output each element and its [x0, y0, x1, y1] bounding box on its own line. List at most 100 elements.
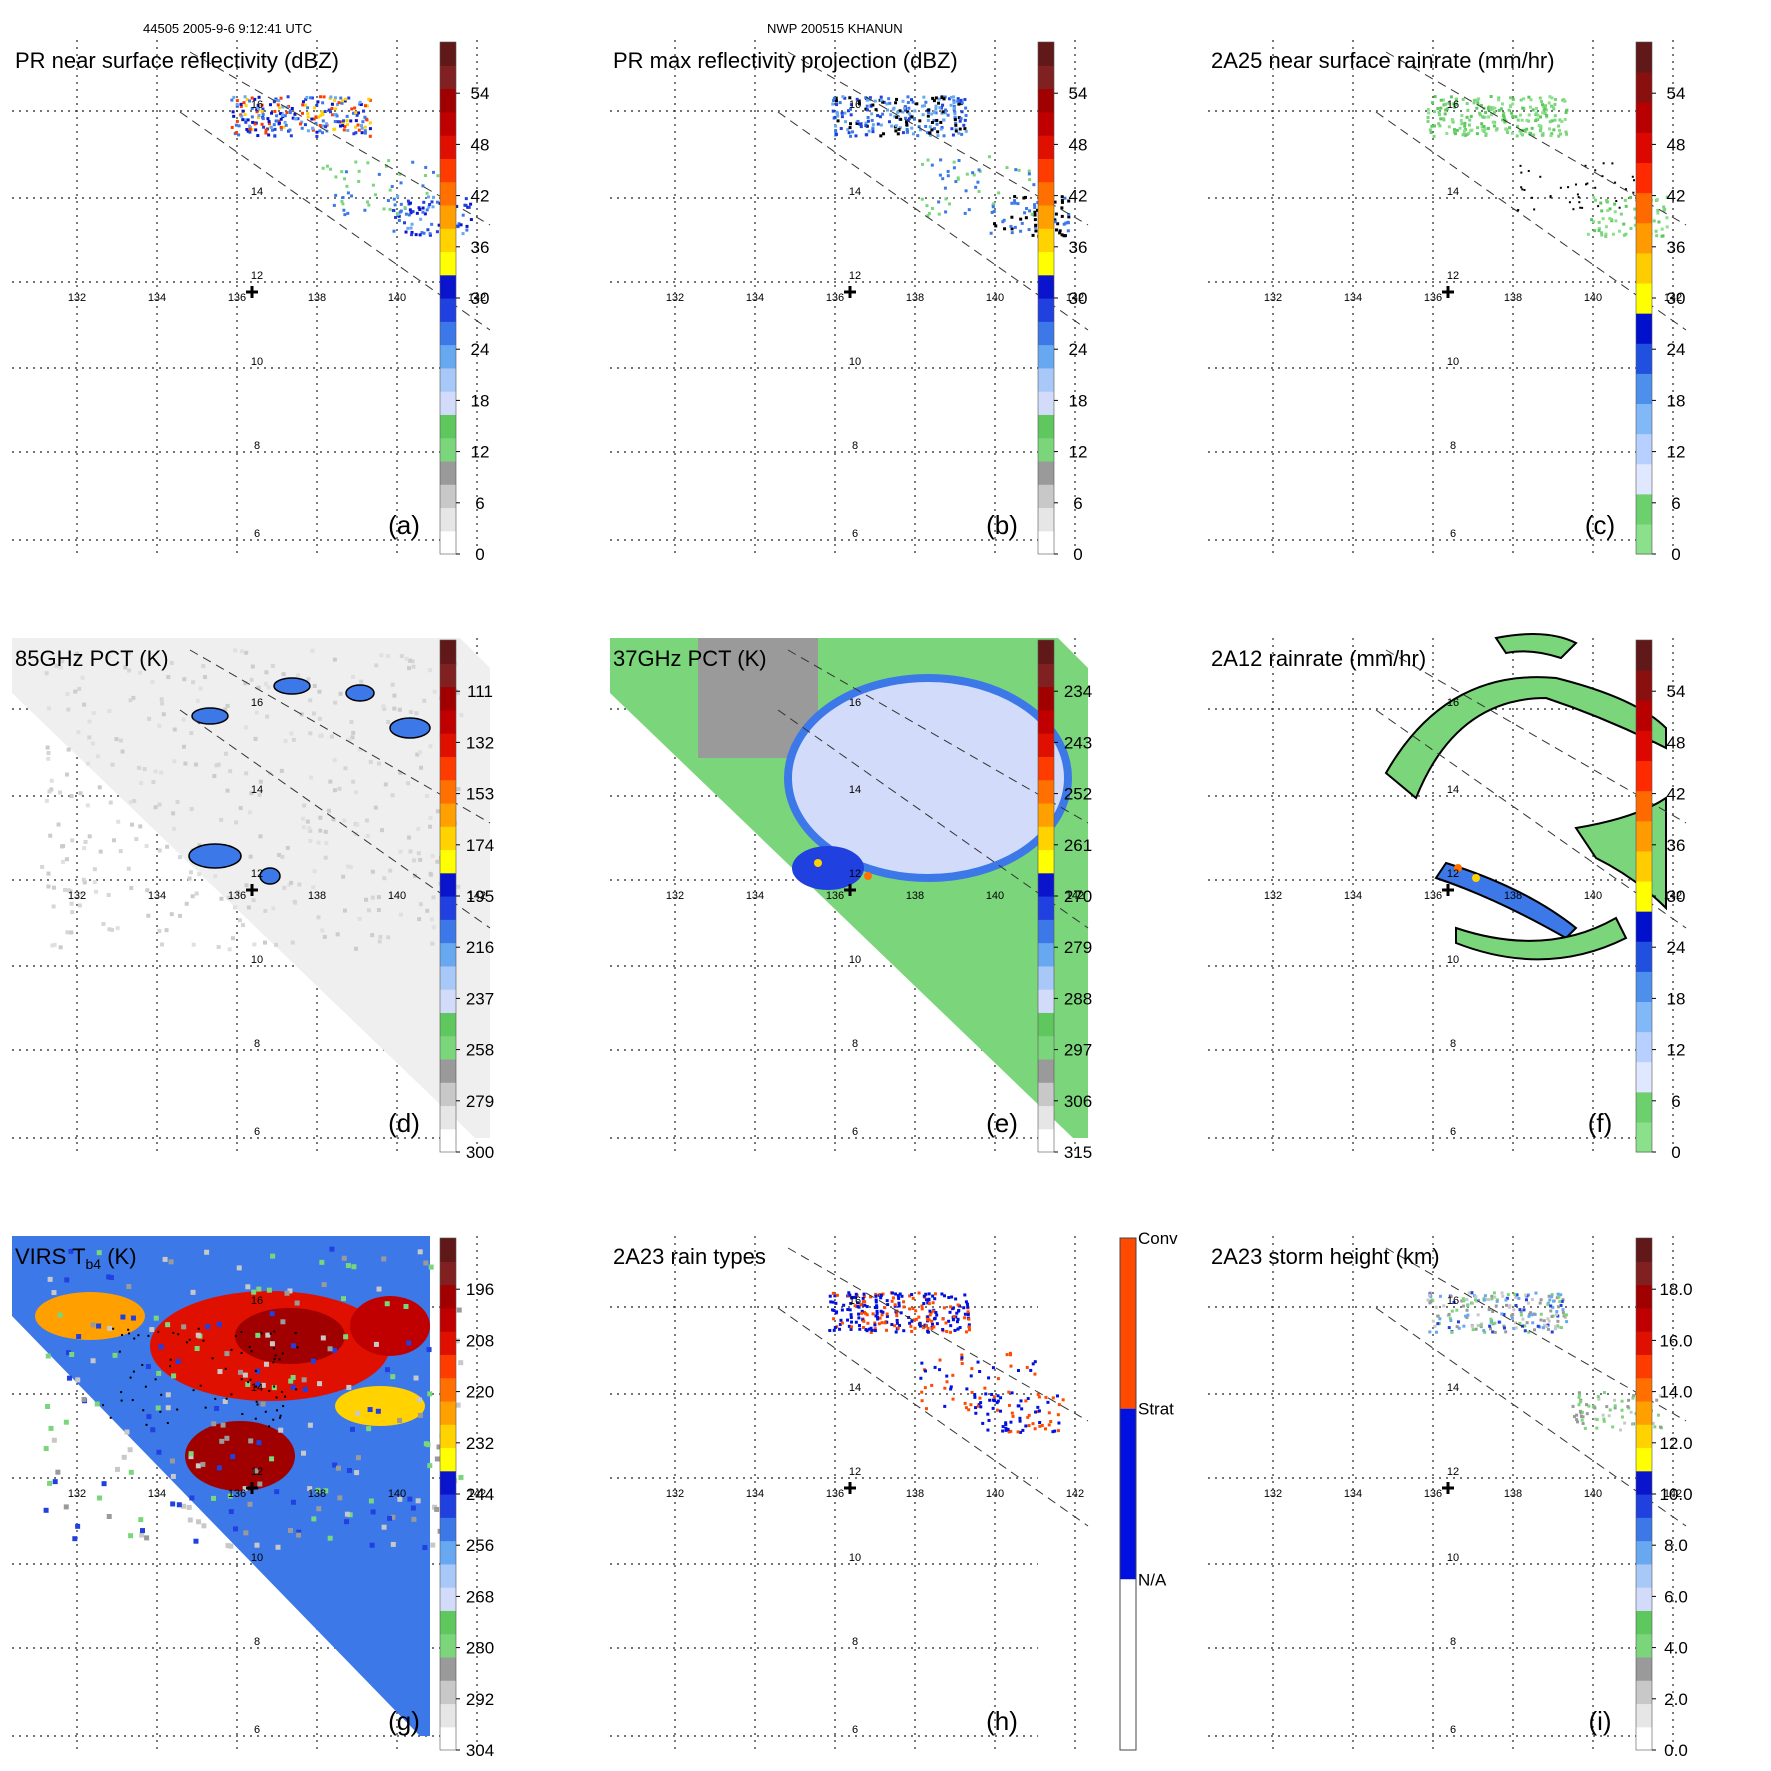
- lon-label: 134: [1344, 292, 1362, 304]
- lat-label: 6: [254, 1126, 260, 1138]
- cb-strat: [1120, 1408, 1136, 1580]
- cb-step: [440, 942, 456, 967]
- lon-label: 132: [68, 1488, 86, 1500]
- lon-label: 142: [1664, 890, 1682, 902]
- cb-tick-label: 268: [466, 1587, 494, 1606]
- cb-tick-label: 24: [1667, 938, 1686, 957]
- lat-label: 10: [849, 954, 861, 966]
- cb-tick-label: 0.0: [1664, 1741, 1688, 1760]
- colorbar: 315 306 297 288 279 270 261 252 243 234: [1037, 639, 1092, 1162]
- colorbar: 0.0 2.0 4.0 6.0 8.0 10.0 12.0 14.0 16.0 18.0: [1635, 1237, 1693, 1760]
- lon-label: 134: [148, 1488, 166, 1500]
- storm-center-marker: [246, 1482, 258, 1494]
- lon-label: 136: [228, 1488, 246, 1500]
- cb-step: [1636, 880, 1652, 912]
- cb-step: [1636, 222, 1652, 254]
- lat-label: 14: [849, 1382, 861, 1394]
- field-pr_max: [831, 95, 1071, 238]
- cb-tick-label: 42: [1069, 187, 1088, 206]
- cb-step: [1636, 820, 1652, 852]
- cb-step: [440, 1354, 456, 1379]
- lon-label: 134: [746, 890, 764, 902]
- cb-step: [1636, 1470, 1652, 1495]
- cb-step: [440, 1307, 456, 1332]
- grid-labels: 132 134 136 138 140 142 6 8 10 12 14 16: [68, 1295, 486, 1736]
- lon-label: 142: [1664, 1488, 1682, 1500]
- cb-tick-label: 195: [466, 887, 494, 906]
- cb-step: [440, 484, 456, 509]
- cb-tick-label: 153: [466, 785, 494, 804]
- lat-label: 12: [251, 1466, 263, 1478]
- lon-label: 136: [1424, 292, 1442, 304]
- storm-center-marker: [246, 884, 258, 896]
- lon-label: 132: [68, 890, 86, 902]
- lon-label: 136: [826, 890, 844, 902]
- cb-step: [1038, 896, 1054, 920]
- cb-step: [440, 733, 456, 757]
- panel-title: 2A23 rain types: [613, 1244, 766, 1269]
- lon-label: 142: [1664, 292, 1682, 304]
- cb-step: [1038, 640, 1054, 664]
- colorbar: 0 6 12 18 24 30 36 42 48 54: [1635, 41, 1686, 564]
- pr-swath-edges: [777, 1247, 1089, 1527]
- cb-tick-label: 243: [1064, 733, 1092, 752]
- cb-tick-label: 6.0: [1664, 1587, 1688, 1606]
- lon-label: 134: [148, 890, 166, 902]
- cb-step: [440, 640, 456, 664]
- cb-tick-label: 280: [466, 1639, 494, 1658]
- cb-step: [440, 1424, 456, 1449]
- cb-step: [1636, 1587, 1652, 1611]
- cb-step: [440, 530, 456, 555]
- panel-title: 37GHz PCT (K): [613, 646, 767, 671]
- cb-step: [1636, 433, 1652, 465]
- cb-step: [440, 1447, 456, 1472]
- cb-step: [1038, 228, 1054, 253]
- lat-label: 6: [852, 528, 858, 540]
- cb-step: [1038, 414, 1054, 439]
- lon-label: 136: [1424, 890, 1442, 902]
- cb-step: [440, 251, 456, 276]
- panel-c: 132 134 136 138 140 142 6 8 10 12 14 16 2A25 near su…: [1208, 40, 1687, 564]
- cb-step: [1636, 1726, 1652, 1751]
- cb-tick-label: 297: [1064, 1041, 1092, 1060]
- cb-step: [1636, 1121, 1652, 1153]
- lat-label: 14: [849, 186, 861, 198]
- cb-step: [1038, 919, 1054, 944]
- cb-tick-label: 0: [1073, 545, 1082, 564]
- panel-letter: (c): [1585, 510, 1615, 540]
- panel-i: 132 134 136 138 140 142 6 8 10 12 14 16 2A23 storm h…: [1208, 1236, 1693, 1760]
- cb-step: [1038, 437, 1054, 462]
- cb-step: [440, 344, 456, 369]
- lat-label: 14: [251, 186, 263, 198]
- lon-label: 138: [906, 1488, 924, 1500]
- cb-step: [1636, 1447, 1652, 1472]
- cb-step: [440, 1563, 456, 1588]
- cb-tick-label: 48: [1069, 135, 1088, 154]
- lat-label: 6: [1450, 1724, 1456, 1736]
- cb-step: [1038, 965, 1054, 990]
- cb-tick-label: 18: [1069, 391, 1088, 410]
- lat-label: 10: [1447, 954, 1459, 966]
- cb-step: [440, 1035, 456, 1060]
- cb-step: [440, 1517, 456, 1542]
- panel-letter: (f): [1588, 1108, 1613, 1138]
- cb-tick-label: 54: [1667, 84, 1686, 103]
- cb-step: [1636, 1331, 1652, 1355]
- panel-f: 132 134 136 138 140 142 6 8 10 12 14 16 2A12 rainrat…: [1208, 633, 1687, 1162]
- cb-step: [1038, 1012, 1054, 1037]
- lat-label: 8: [254, 440, 260, 452]
- colorbar: 0 6 12 18 24 30 36 42 48 54: [439, 41, 489, 564]
- lat-label: 6: [1450, 528, 1456, 540]
- cb-step: [1038, 942, 1054, 967]
- cb-step: [1636, 730, 1652, 762]
- cb-tick-label: 42: [1667, 785, 1686, 804]
- storm-center-marker: [844, 1482, 856, 1494]
- lat-label: 8: [254, 1636, 260, 1648]
- cb-step: [440, 367, 456, 392]
- lon-label: 136: [228, 292, 246, 304]
- cb-tick-label: 18: [1667, 391, 1686, 410]
- cb-step: [1038, 849, 1054, 874]
- lon-label: 142: [468, 1488, 486, 1500]
- lat-label: 12: [1447, 1466, 1459, 1478]
- cb-step: [440, 391, 456, 415]
